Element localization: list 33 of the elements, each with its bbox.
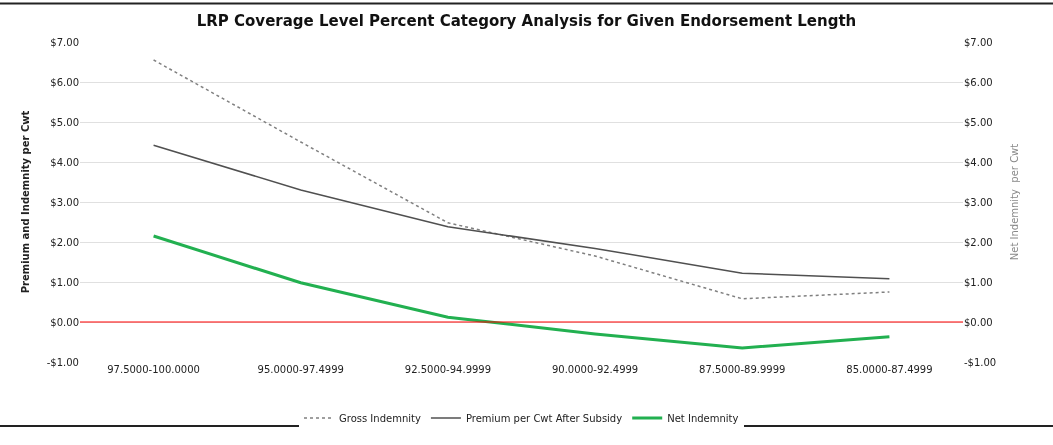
y2-tick-label: $0.00 (964, 316, 993, 328)
y2-tick-label: $4.00 (964, 156, 993, 168)
x-tick-label: 97.5000-100.0000 (107, 364, 200, 375)
legend-label: Gross Indemnity (339, 413, 421, 424)
y2-tick-label: $6.00 (964, 76, 993, 88)
y2-tick-label: $1.00 (964, 276, 993, 288)
y2-tick-label: -$1.00 (964, 356, 997, 368)
x-tick-label: 87.5000-89.9999 (699, 364, 786, 375)
y2-axis-title: Net Indemnity per Cwt (1008, 143, 1020, 261)
y2-tick-label: $7.00 (964, 36, 993, 48)
y-tick-label: $6.00 (50, 76, 79, 88)
y-tick-label: $4.00 (50, 156, 79, 168)
y-tick-label: $7.00 (50, 36, 79, 48)
y-tick-label: $3.00 (50, 196, 79, 208)
y-tick-label: -$1.00 (46, 356, 79, 368)
y2-tick-label: $5.00 (964, 116, 993, 128)
y-axis-title: Premium and Indemnity per Cwt (19, 110, 31, 294)
x-tick-label: 90.0000-92.4999 (551, 364, 639, 375)
line-series (152, 234, 891, 350)
y-tick-label: $2.00 (50, 236, 79, 248)
x-tick-label: 95.0000-97.4999 (257, 364, 344, 375)
line-series (152, 144, 891, 280)
x-tick-label: 92.5000-94.9999 (404, 364, 492, 375)
y-tick-label: $1.00 (50, 276, 79, 288)
legend-label: Net Indemnity (667, 413, 739, 424)
y2-tick-label: $3.00 (964, 196, 993, 208)
chart-title: LRP Coverage Level Percent Category Analysis for Given Endorsement Length (196, 12, 857, 31)
y2-tick-label: $2.00 (964, 236, 993, 248)
x-tick-label: 85.0000-87.4999 (846, 364, 933, 375)
legend-label: Premium per Cwt After Subsidy (465, 413, 623, 424)
y-tick-label: $5.00 (50, 116, 79, 128)
line-series (152, 59, 891, 300)
y-tick-label: $0.00 (50, 316, 79, 328)
